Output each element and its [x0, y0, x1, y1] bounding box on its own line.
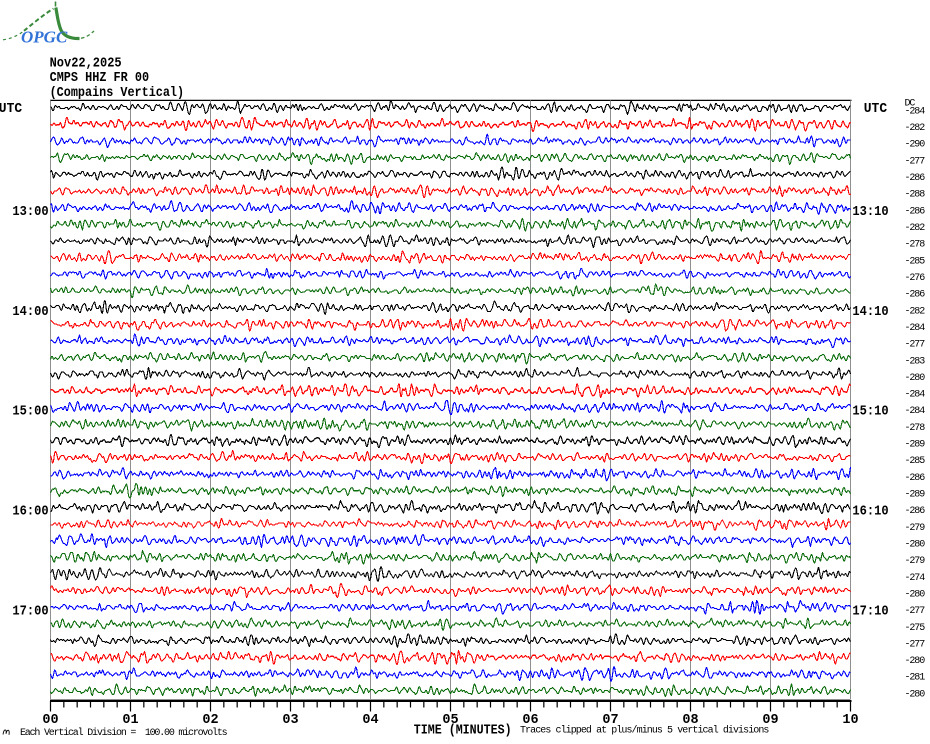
svg-text:02: 02 — [202, 712, 218, 728]
svg-text:-277: -277 — [905, 340, 926, 351]
svg-text:16:00: 16:00 — [12, 504, 48, 520]
svg-text:-274: -274 — [905, 573, 926, 584]
svg-text:-284: -284 — [905, 323, 926, 334]
svg-text:-284: -284 — [905, 406, 926, 417]
svg-text:-285: -285 — [905, 456, 926, 467]
svg-text:04: 04 — [362, 712, 378, 728]
svg-text:15:10: 15:10 — [852, 404, 888, 420]
svg-text:-281: -281 — [905, 673, 926, 684]
svg-text:-286: -286 — [905, 173, 926, 184]
svg-text:17:10: 17:10 — [852, 604, 888, 620]
svg-text:-282: -282 — [905, 123, 926, 134]
svg-text:-280: -280 — [905, 656, 926, 667]
svg-text:-280: -280 — [905, 689, 926, 700]
svg-text:05: 05 — [442, 712, 458, 728]
svg-text:00: 00 — [42, 712, 58, 728]
svg-text:-282: -282 — [905, 223, 926, 234]
svg-text:TIME (MINUTES): TIME (MINUTES) — [414, 722, 512, 738]
svg-text:-280: -280 — [905, 590, 926, 601]
svg-text:-275: -275 — [905, 623, 926, 634]
svg-text:-289: -289 — [905, 440, 926, 451]
svg-text:OPGC: OPGC — [21, 28, 68, 47]
svg-text:-279: -279 — [905, 556, 926, 567]
svg-text:-284: -284 — [905, 106, 926, 117]
svg-text:13:10: 13:10 — [852, 204, 888, 220]
svg-text:-276: -276 — [905, 273, 926, 284]
svg-text:Each Vertical Division = 100.: Each Vertical Division = 100.00 microvol… — [20, 727, 228, 739]
svg-text:-279: -279 — [905, 523, 926, 534]
svg-text:-286: -286 — [905, 206, 926, 217]
svg-text:DC: DC — [905, 98, 916, 109]
svg-text:07: 07 — [602, 712, 618, 728]
svg-text:-290: -290 — [905, 140, 926, 151]
svg-text:09: 09 — [762, 712, 778, 728]
svg-text:-286: -286 — [905, 290, 926, 301]
svg-text:CMPS HHZ FR 00: CMPS HHZ FR 00 — [50, 70, 150, 86]
svg-text:-280: -280 — [905, 540, 926, 551]
svg-text:UTC: UTC — [0, 101, 23, 117]
svg-text:-286: -286 — [905, 506, 926, 517]
svg-text:13:00: 13:00 — [12, 204, 48, 220]
svg-text:08: 08 — [682, 712, 698, 728]
svg-text:-285: -285 — [905, 256, 926, 267]
svg-text:14:00: 14:00 — [12, 304, 48, 320]
svg-text:06: 06 — [522, 712, 538, 728]
svg-text:03: 03 — [282, 712, 298, 728]
svg-text:-283: -283 — [905, 356, 926, 367]
svg-text:15:00: 15:00 — [12, 404, 48, 420]
svg-text:(Compains Vertical): (Compains Vertical) — [50, 85, 185, 101]
svg-text:-284: -284 — [905, 390, 926, 401]
svg-text:-277: -277 — [905, 639, 926, 650]
svg-text:Nov22,2025: Nov22,2025 — [50, 56, 122, 72]
svg-text:17:00: 17:00 — [12, 604, 48, 620]
svg-text:16:10: 16:10 — [852, 504, 888, 520]
svg-text:-277: -277 — [905, 156, 926, 167]
svg-text:UTC: UTC — [864, 101, 888, 117]
svg-text:-282: -282 — [905, 306, 926, 317]
svg-text:-289: -289 — [905, 490, 926, 501]
svg-text:Traces clipped at plus/minus 5: Traces clipped at plus/minus 5 vertical … — [520, 724, 769, 736]
svg-text:14:10: 14:10 — [852, 304, 888, 320]
svg-text:-280: -280 — [905, 373, 926, 384]
svg-text:-277: -277 — [905, 606, 926, 617]
svg-text:10: 10 — [842, 712, 858, 728]
svg-text:-288: -288 — [905, 190, 926, 201]
svg-text:-278: -278 — [905, 240, 926, 251]
svg-text:-278: -278 — [905, 423, 926, 434]
svg-text:01: 01 — [122, 712, 138, 728]
svg-text:-286: -286 — [905, 473, 926, 484]
